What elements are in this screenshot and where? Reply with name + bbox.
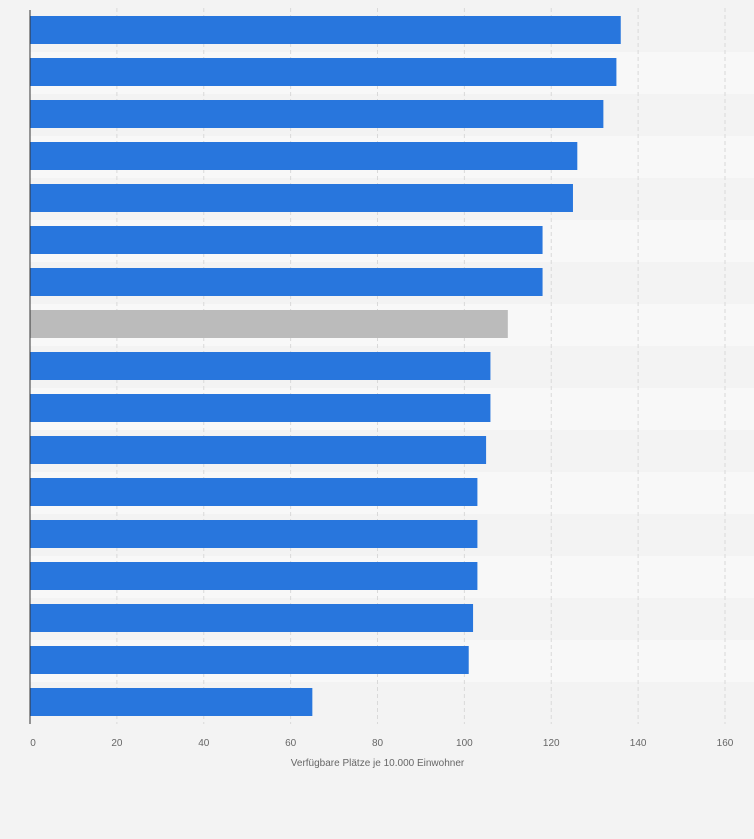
x-tick-label: 0 bbox=[30, 738, 36, 749]
x-tick-label: 160 bbox=[717, 738, 734, 749]
bar bbox=[30, 646, 469, 674]
x-tick-label: 120 bbox=[543, 738, 560, 749]
x-tick-label: 100 bbox=[456, 738, 473, 749]
bar bbox=[30, 394, 491, 422]
bar bbox=[30, 100, 604, 128]
x-tick-label: 20 bbox=[111, 738, 123, 749]
bar bbox=[30, 520, 478, 548]
bar bbox=[30, 142, 578, 170]
bar bbox=[30, 352, 491, 380]
bar bbox=[30, 226, 543, 254]
bar-highlighted bbox=[30, 310, 508, 338]
bars bbox=[30, 16, 621, 716]
bar bbox=[30, 604, 474, 632]
bar bbox=[30, 268, 543, 296]
bar bbox=[30, 58, 617, 86]
x-tick-label: 80 bbox=[372, 738, 384, 749]
bar bbox=[30, 184, 573, 212]
bar bbox=[30, 436, 487, 464]
x-axis-title: Verfügbare Plätze je 10.000 Einwohner bbox=[291, 758, 465, 769]
x-tick-label: 40 bbox=[198, 738, 210, 749]
bar bbox=[30, 478, 478, 506]
x-tick-label: 60 bbox=[285, 738, 297, 749]
x-tick-label: 140 bbox=[630, 738, 647, 749]
x-axis-ticks: 0 20 40 60 80 100 120 140 160 bbox=[30, 738, 734, 749]
bar bbox=[30, 16, 621, 44]
bar bbox=[30, 562, 478, 590]
bar bbox=[30, 688, 313, 716]
